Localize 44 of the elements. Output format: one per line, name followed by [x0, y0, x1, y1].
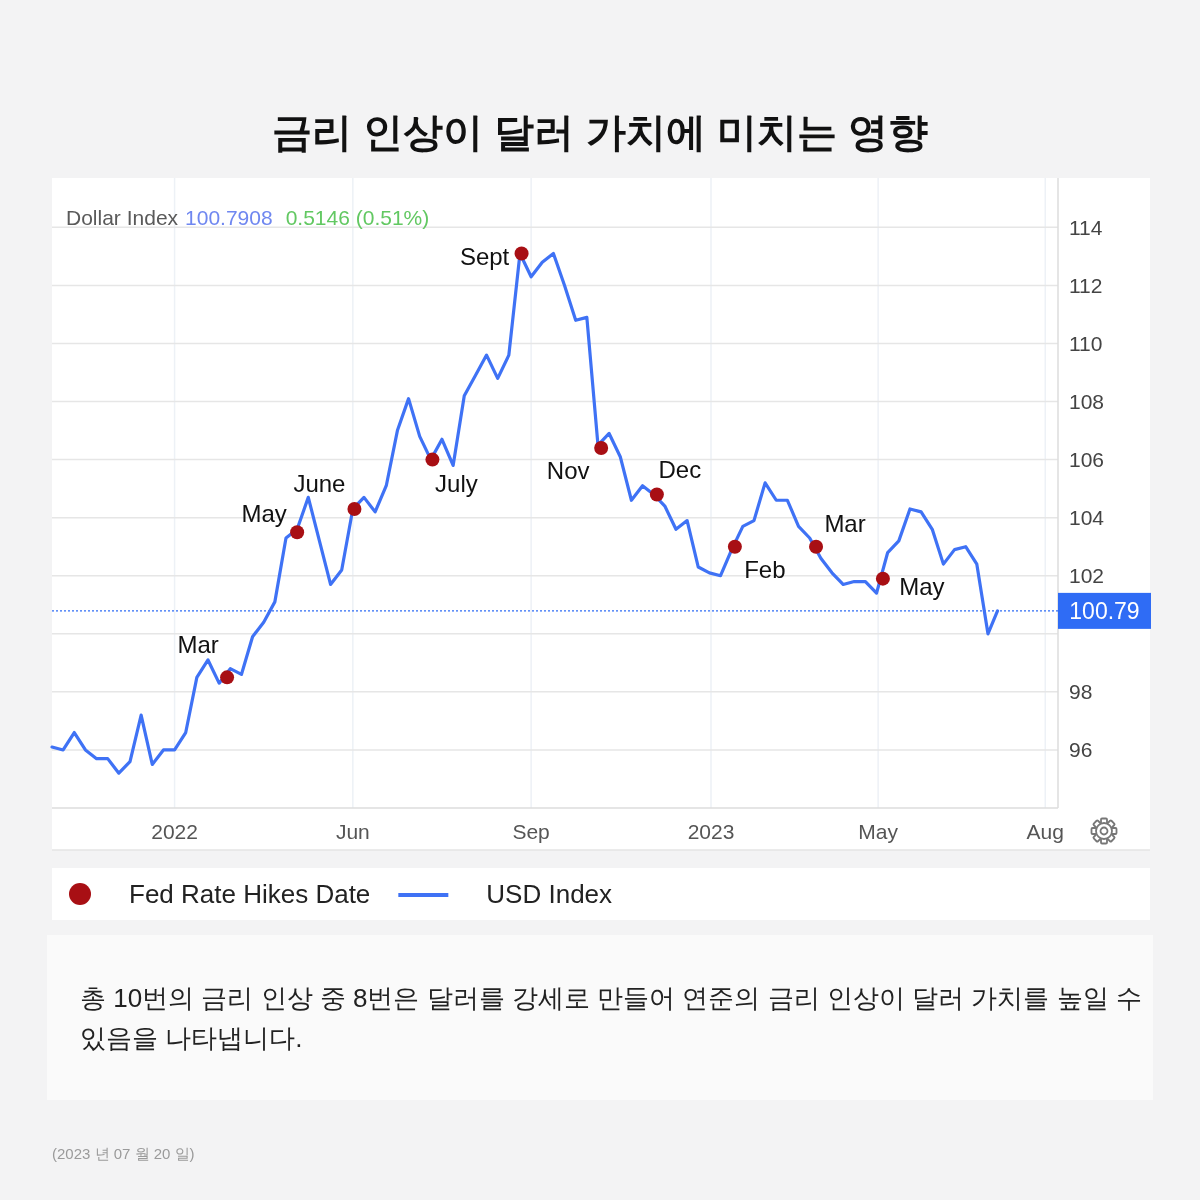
annotation: Feb	[744, 555, 786, 583]
x-tick-label: Aug	[1026, 820, 1064, 843]
point	[290, 525, 305, 540]
annotation: Dollar Index	[66, 206, 179, 229]
legend-label: Fed Rate Hikes Date	[129, 879, 371, 909]
chart-title: 금리 인상이 달러 가치에 미치는 영향	[272, 110, 928, 154]
y-tick-label: 104	[1069, 506, 1105, 530]
y-tick-label: 110	[1069, 331, 1103, 355]
annotation: Mar	[177, 631, 219, 659]
annotation: Mar	[824, 509, 866, 537]
annotation: Sept	[459, 243, 510, 271]
point	[514, 246, 529, 261]
y-tick-label: 98	[1069, 680, 1093, 704]
y-tick-label: 112	[1069, 273, 1103, 297]
point	[649, 487, 664, 502]
y-tick-label: 108	[1069, 390, 1105, 414]
point	[425, 452, 440, 467]
annotation: 100.7908	[185, 206, 273, 229]
legend-label: USD Index	[486, 879, 613, 909]
point	[220, 670, 235, 685]
x-tick-label: May	[858, 820, 899, 843]
ref-line-label: 100.79	[1069, 597, 1140, 624]
text: 총 10번의 금리 인상 중 8번은 달러를 강세로 만들어 연준의 금리 인상이 달러 가치를 높일 수 있음을 나타냅니다.	[80, 983, 1142, 1053]
annotation: 0.5146 (0.51%)	[285, 206, 430, 229]
annotation: Nov	[546, 457, 590, 484]
point	[594, 441, 609, 455]
annotation: Dec	[658, 456, 702, 484]
x-tick-label: Jun	[335, 820, 370, 843]
x-tick-label: Sep	[512, 820, 550, 843]
point	[875, 571, 890, 586]
point	[347, 501, 362, 516]
x-tick-label: 2022	[151, 820, 198, 843]
y-tick-label: 106	[1069, 448, 1105, 472]
point	[809, 539, 824, 554]
y-tick-label: 102	[1069, 564, 1105, 588]
annotation: May	[241, 500, 287, 528]
point	[727, 539, 742, 554]
text: (2023 년 07 월 20 일)	[52, 1145, 195, 1162]
y-tick-label: 96	[1069, 738, 1093, 762]
annotation: June	[293, 469, 346, 497]
x-tick-label: 2023	[687, 820, 735, 843]
y-tick-label: 114	[1069, 215, 1103, 239]
annotation: May	[899, 572, 945, 600]
annotation: July	[435, 469, 478, 497]
